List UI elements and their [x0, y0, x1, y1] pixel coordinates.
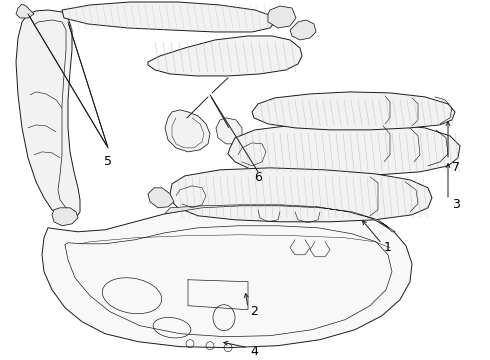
Polygon shape [252, 92, 455, 130]
Polygon shape [165, 110, 210, 152]
Text: 4: 4 [250, 345, 258, 358]
Polygon shape [268, 6, 296, 28]
Text: 6: 6 [254, 171, 262, 184]
Polygon shape [216, 118, 242, 144]
Polygon shape [148, 188, 174, 208]
Text: 3: 3 [452, 198, 460, 211]
Polygon shape [42, 206, 412, 348]
Text: 2: 2 [250, 305, 258, 318]
Text: 7: 7 [452, 161, 460, 174]
Polygon shape [148, 36, 302, 76]
Polygon shape [290, 20, 316, 40]
Polygon shape [52, 208, 78, 226]
Polygon shape [16, 10, 80, 220]
Polygon shape [228, 122, 460, 175]
Polygon shape [16, 4, 34, 18]
Polygon shape [62, 2, 275, 32]
Text: 1: 1 [384, 241, 392, 254]
Text: 5: 5 [104, 155, 112, 168]
Polygon shape [165, 205, 395, 232]
Polygon shape [170, 168, 432, 222]
